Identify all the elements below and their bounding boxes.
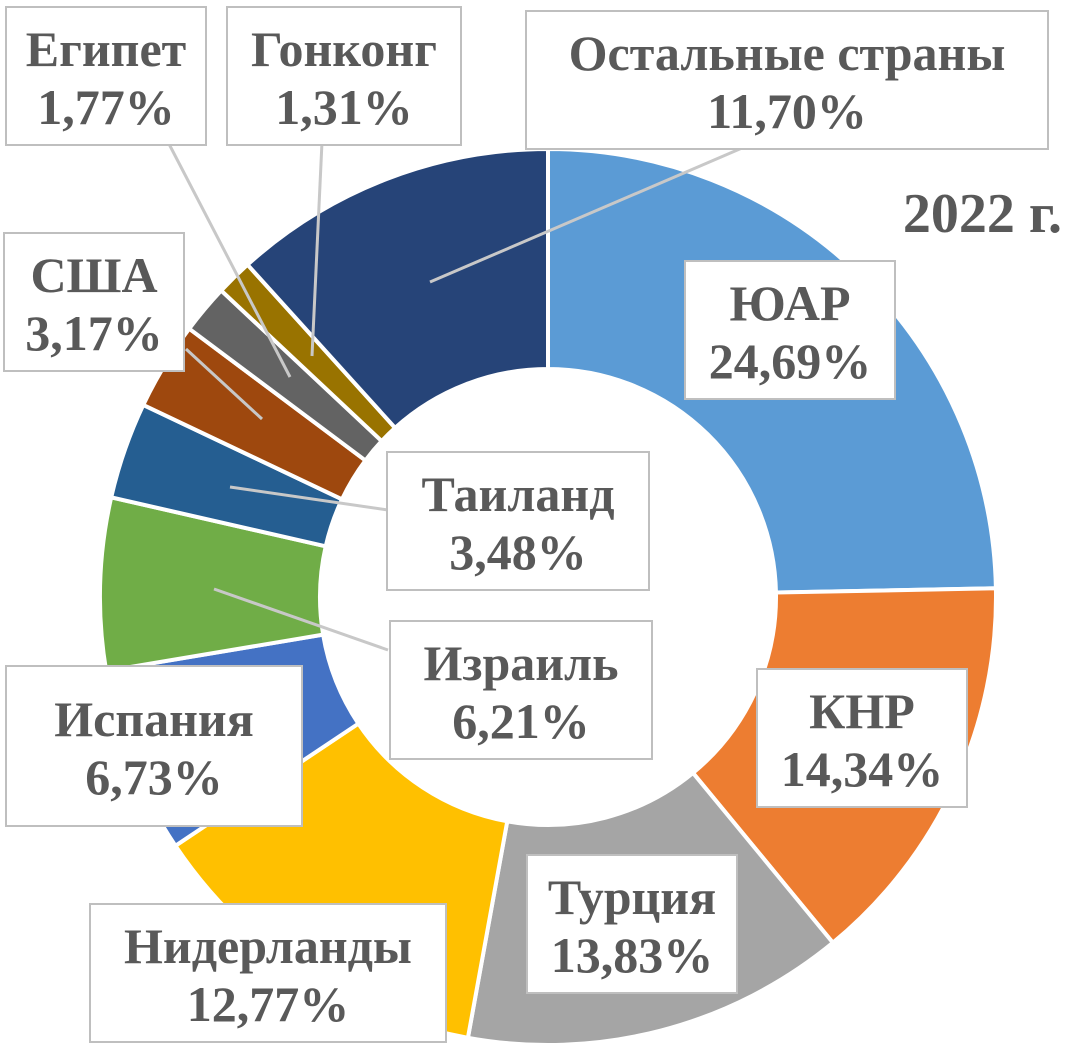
label-name: КНР	[809, 683, 915, 739]
label-box	[3, 232, 185, 372]
label-value: 24,69%	[709, 333, 872, 389]
label-name: Турция	[548, 869, 716, 925]
label-name: Египет	[26, 21, 186, 77]
label-name: Таиланд	[421, 466, 614, 522]
label-value: 3,48%	[449, 524, 587, 580]
leader-line-гонконг	[310, 141, 324, 357]
leader-line-египет	[166, 141, 292, 378]
label-value: 6,21%	[452, 693, 590, 749]
label-box	[526, 854, 738, 994]
label-value: 14,34%	[781, 741, 944, 797]
label-box	[389, 620, 653, 760]
label-name: Испания	[54, 691, 254, 747]
label-name: ЮАР	[729, 275, 850, 331]
leader-line-таиланд	[229, 485, 389, 512]
label-value: 6,73%	[85, 749, 223, 805]
leader-line-сша	[184, 347, 264, 421]
label-name: Гонконг	[251, 21, 437, 77]
label-box	[525, 10, 1049, 150]
label-box	[5, 6, 207, 146]
labels-layer: ЮАР24,69%КНР14,34%Турция13,83%Нидерланды…	[3, 6, 1049, 1043]
label-value: 11,70%	[707, 83, 867, 139]
chart-title: 2022 г.	[903, 183, 1062, 245]
label-box	[226, 6, 462, 146]
label-box	[386, 451, 650, 591]
label-value: 13,83%	[551, 927, 714, 983]
label-box	[756, 668, 968, 808]
label-name: США	[30, 247, 157, 303]
leader-line-остальные-страны	[429, 146, 743, 284]
label-value: 12,77%	[187, 976, 350, 1032]
label-name: Израиль	[423, 635, 618, 691]
leader-lines-layer	[166, 141, 743, 652]
label-box	[5, 665, 303, 827]
label-value: 1,77%	[37, 79, 175, 135]
label-name: Нидерланды	[124, 918, 412, 974]
label-value: 3,17%	[25, 305, 163, 361]
label-box	[684, 260, 896, 400]
label-name: Остальные страны	[569, 25, 1006, 81]
leader-line-израиль	[213, 587, 389, 652]
label-value: 1,31%	[275, 79, 413, 135]
label-box	[89, 903, 447, 1043]
